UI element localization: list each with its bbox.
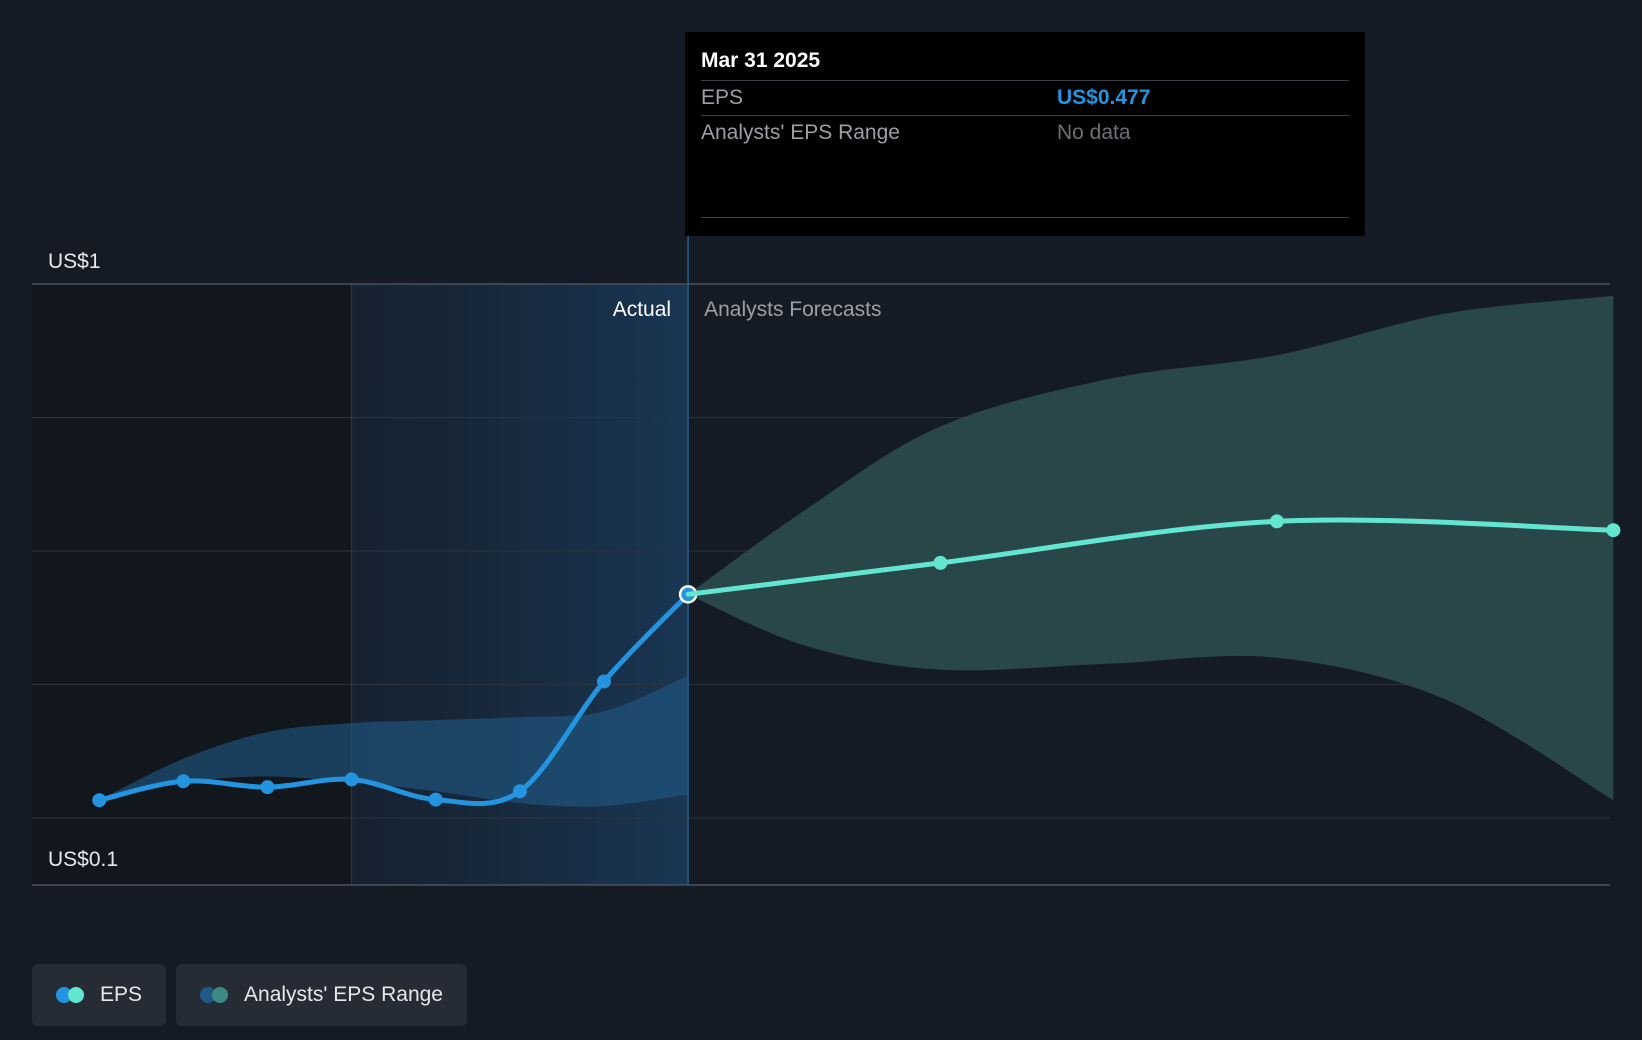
eps-point-actual <box>596 674 611 689</box>
eps-legend-icon <box>56 986 86 1004</box>
eps-point-actual <box>512 784 527 799</box>
legend-item-range[interactable]: Analysts' EPS Range <box>176 964 467 1026</box>
eps-point-forecast <box>1269 514 1284 529</box>
tooltip-eps-row: EPS US$0.477 <box>701 80 1349 115</box>
eps-point-actual <box>260 780 275 795</box>
eps-point-actual <box>344 772 359 787</box>
y-tick-label: US$0.1 <box>48 848 118 871</box>
eps-legend-dot-forecast <box>68 987 84 1003</box>
eps-point-forecast <box>933 555 948 570</box>
legend-item-eps[interactable]: EPS <box>32 964 167 1026</box>
legend: EPS Analysts' EPS Range <box>32 964 467 1026</box>
eps-line-forecast <box>685 517 1616 597</box>
y-tick-label: US$1 <box>48 250 101 273</box>
legend-label-range: Analysts' EPS Range <box>244 983 443 1006</box>
tooltip-eps-label: EPS <box>701 86 744 109</box>
past-backdrop <box>32 284 352 885</box>
eps-range-band-forecast <box>688 295 1614 801</box>
range-legend-dot-forecast <box>212 987 229 1003</box>
tooltip-range-label: Analysts' EPS Range <box>701 121 900 144</box>
forecast-section-label: Analysts Forecasts <box>704 298 881 321</box>
actual-section-label: Actual <box>613 298 671 321</box>
tooltip: Mar 31 2025 EPS US$0.477 Analysts' EPS R… <box>685 32 1365 236</box>
eps-point-forecast <box>1606 523 1621 538</box>
eps-point-actual <box>176 774 191 789</box>
eps-chart: US$1US$0.12024202520262027ActualAnalysts… <box>32 236 1621 886</box>
tooltip-divider <box>701 217 1349 218</box>
tooltip-range-value: No data <box>1057 121 1131 144</box>
tooltip-eps-value: US$0.477 <box>1057 86 1151 109</box>
tooltip-range-row: Analysts' EPS Range No data <box>701 115 1349 150</box>
tooltip-date: Mar 31 2025 <box>701 49 821 72</box>
eps-point-actual <box>428 792 443 807</box>
range-legend-icon <box>200 986 230 1004</box>
legend-label-eps: EPS <box>100 983 143 1006</box>
eps-point-actual <box>92 793 107 808</box>
